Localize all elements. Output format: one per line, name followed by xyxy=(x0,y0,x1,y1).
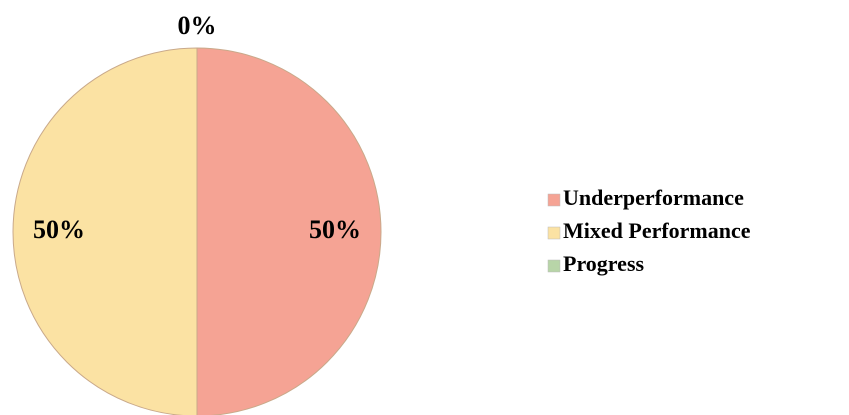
data-label: 50% xyxy=(309,215,361,244)
data-label: 50% xyxy=(33,215,85,244)
legend-label: Mixed Performance xyxy=(563,218,751,243)
pie-slice xyxy=(196,47,382,415)
legend-swatch xyxy=(547,259,561,273)
legend-swatch xyxy=(547,193,561,207)
pie-slice xyxy=(12,47,198,415)
legend-swatch xyxy=(547,226,561,240)
legend-label: Underperformance xyxy=(563,185,744,210)
data-label: 0% xyxy=(178,11,217,40)
legend-label: Progress xyxy=(563,251,644,276)
